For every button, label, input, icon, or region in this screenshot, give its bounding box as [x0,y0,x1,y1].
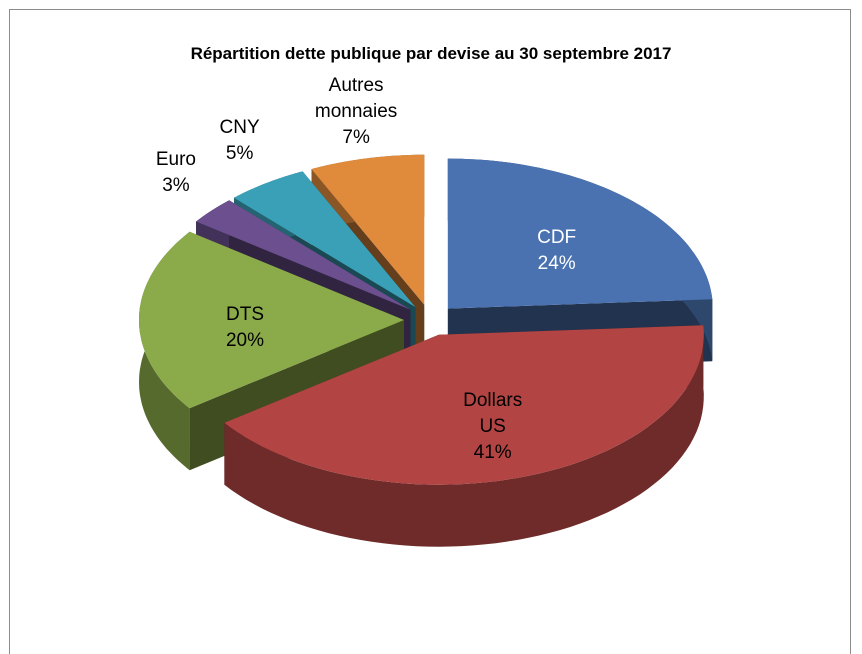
slice-rim [224,325,704,547]
slice-label: CDF [537,227,577,249]
slice [234,171,416,308]
chart-frame [9,9,851,654]
slice-label: DTS [226,304,264,325]
slice-value-label: 7% [342,127,370,149]
slice-value-label: 20% [225,330,265,351]
slice-label: Autres monnaies [314,75,398,123]
slice [196,200,411,310]
slice-label: CNY [219,116,260,138]
slice [139,231,404,409]
slice [224,325,704,485]
slice-value-label: 5% [225,142,254,164]
slice-label: Dollars US [463,390,523,438]
chart-title: Répartition dette publique par devise au… [190,44,672,63]
slice-value-label: 41% [473,442,512,464]
slice [447,158,713,309]
slice-label: Euro [155,148,196,170]
slice-value-label: 24% [537,253,576,275]
slice-value-label: 3% [162,174,190,196]
slice [311,154,425,305]
